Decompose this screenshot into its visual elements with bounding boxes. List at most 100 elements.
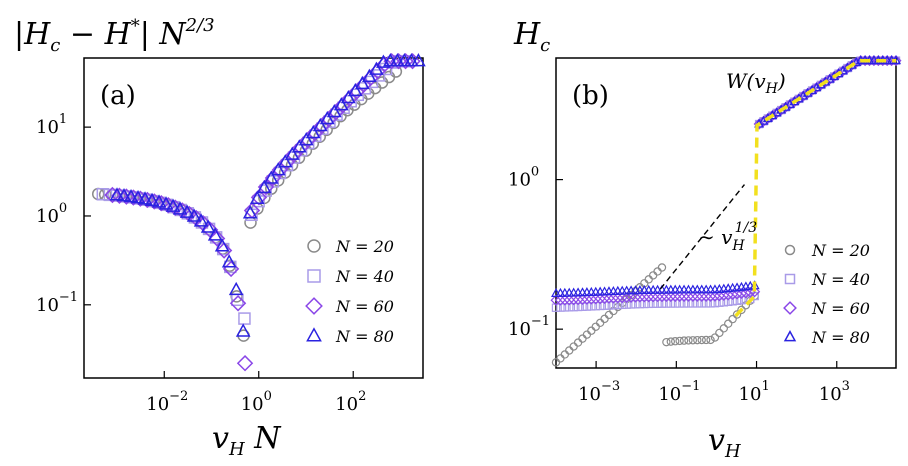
- data-point-diamond: [563, 294, 575, 306]
- data-point-circle: [697, 335, 706, 345]
- y-tick-label: 10−1: [36, 290, 78, 316]
- data-point-diamond: [731, 288, 743, 300]
- data-point-square: [657, 299, 667, 308]
- data-point-diamond: [833, 68, 845, 80]
- x-tick-label: 102: [335, 389, 366, 415]
- data-point-circle: [578, 334, 587, 343]
- legend-marker: [307, 239, 321, 253]
- x-tick-label: 103: [819, 379, 850, 405]
- data-point-triangle: [404, 53, 419, 67]
- legend-marker: [305, 297, 323, 315]
- data-point-diamond: [383, 53, 400, 70]
- data-point-circle: [569, 342, 578, 351]
- panel-b-frame: [555, 57, 897, 369]
- data-point-triangle: [341, 89, 356, 104]
- data-point-circle: [675, 336, 684, 346]
- data-point-circle: [701, 335, 711, 345]
- data-point-circle: [693, 335, 702, 345]
- data-point-triangle: [390, 53, 405, 67]
- legend-marker: [307, 269, 321, 283]
- data-point-circle: [666, 337, 676, 346]
- data-point-diamond: [559, 294, 571, 306]
- data-point-diamond: [629, 291, 642, 303]
- panel-b: Hc (b) 10−3 10−1 101 103 10−1 100 N = 20 N = 4…: [508, 17, 902, 462]
- data-point-diamond: [208, 230, 226, 247]
- data-point-triangle: [291, 139, 307, 153]
- data-point-circle: [653, 267, 662, 276]
- data-point-triangle: [397, 53, 412, 67]
- data-point-square: [675, 299, 684, 308]
- data-point-triangle: [277, 154, 293, 168]
- data-point-diamond: [625, 291, 637, 303]
- x-tick-label: 100: [241, 389, 272, 415]
- legend-label: N = 40: [335, 267, 394, 286]
- data-point-square: [96, 187, 110, 201]
- legend-marker: [783, 301, 797, 315]
- data-point-diamond: [766, 110, 778, 122]
- data-point-square: [626, 300, 636, 309]
- data-point-triangle: [811, 82, 822, 92]
- data-point-square: [728, 297, 737, 306]
- data-point-circle: [737, 305, 746, 315]
- data-point-square: [609, 301, 618, 310]
- data-point-diamond: [612, 292, 624, 304]
- data-point-circle: [604, 310, 614, 320]
- data-point-triangle: [758, 115, 769, 125]
- panel-a: |Hc − H*| N2/3 (a) 10−2 100 10210−1100101 …: [14, 15, 426, 460]
- data-point-triangle: [165, 198, 181, 212]
- data-point-square: [671, 299, 680, 308]
- data-point-square: [719, 298, 728, 307]
- data-point-circle: [613, 302, 623, 312]
- power-law-label: ∼ vH1/3: [698, 220, 757, 254]
- y-tick-label: 100: [508, 165, 539, 191]
- w-curve-label: W(vH): [726, 69, 786, 97]
- data-point-triangle: [151, 194, 167, 208]
- data-point-triangle: [207, 227, 223, 241]
- panel-b-curves: [659, 58, 896, 318]
- data-point-diamond: [568, 294, 580, 306]
- data-point-square: [613, 300, 623, 310]
- data-point-diamond: [749, 286, 761, 298]
- legend-label: N = 20: [811, 241, 870, 260]
- data-point-circle: [732, 310, 742, 319]
- data-point-triangle: [838, 65, 848, 75]
- data-point-triangle: [785, 98, 796, 108]
- legend-label: N = 80: [811, 328, 870, 347]
- data-point-circle: [688, 336, 698, 345]
- data-point-square: [600, 301, 609, 310]
- legend-marker: [783, 330, 797, 342]
- data-point-circle: [573, 338, 583, 347]
- data-point-triangle: [186, 208, 202, 222]
- data-point-diamond: [616, 292, 628, 304]
- data-point-triangle: [116, 188, 132, 202]
- data-point-square: [679, 299, 689, 308]
- data-point-circle: [582, 330, 592, 339]
- data-point-triangle: [326, 103, 342, 118]
- data-point-square: [653, 299, 662, 308]
- legend-marker: [784, 273, 796, 285]
- data-point-diamond: [700, 290, 712, 302]
- data-point-triangle: [130, 190, 146, 204]
- data-point-diamond: [696, 290, 708, 302]
- data-point-triangle: [305, 124, 321, 139]
- data-point-triangle: [319, 110, 335, 125]
- data-point-diamond: [713, 290, 725, 302]
- x-tick-label: 10−3: [578, 379, 620, 405]
- data-point-triangle: [771, 107, 782, 117]
- data-point-square: [706, 299, 715, 308]
- data-point-triangle: [193, 213, 209, 227]
- data-point-diamond: [837, 65, 849, 77]
- panel-a-frame: [83, 57, 424, 379]
- data-point-circle: [684, 336, 693, 345]
- data-point-circle: [719, 324, 728, 333]
- data-point-diamond: [603, 292, 615, 304]
- legend-marker: [784, 244, 796, 256]
- data-point-square: [710, 298, 720, 308]
- data-point-diamond: [806, 84, 818, 96]
- panel-a-points: [91, 53, 426, 372]
- data-point-diamond: [250, 189, 268, 206]
- data-point-square: [684, 299, 693, 308]
- data-point-diamond: [740, 287, 752, 299]
- data-point-square: [618, 300, 627, 310]
- data-point-diamond: [404, 53, 421, 70]
